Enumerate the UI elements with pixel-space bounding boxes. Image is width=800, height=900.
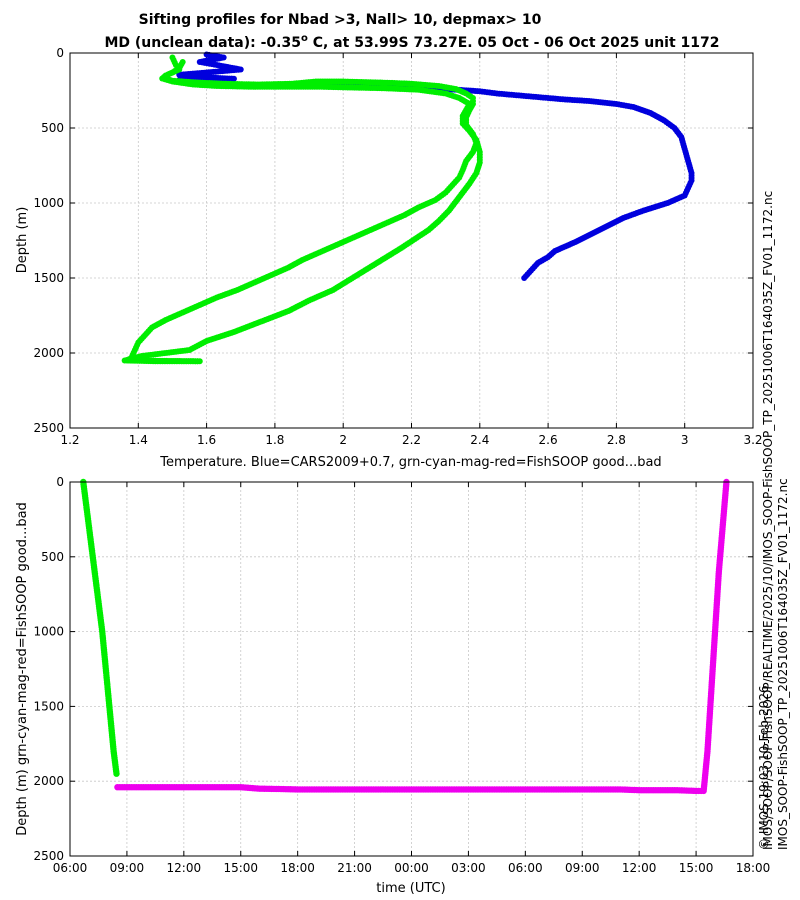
y-tick-label: 500: [41, 121, 64, 135]
x-tick-label: 1.8: [265, 433, 284, 447]
x-tick-label: 2.6: [539, 433, 558, 447]
x-tick-label: 03:00: [451, 861, 486, 875]
x-tick-label: 06:00: [508, 861, 543, 875]
x-tick-label: 18:00: [736, 861, 771, 875]
data-point: [179, 59, 186, 65]
y-tick-label: 1500: [33, 699, 64, 713]
top-data-marks: [121, 51, 695, 365]
x-tick-label: 1.4: [129, 433, 148, 447]
x-tick-label: 2.8: [607, 433, 626, 447]
top-axes-frame: [69, 52, 754, 429]
x-tick-label: 12:00: [167, 861, 202, 875]
top-tick-labels: 1.2 1.4 1.6 1.8 2 2.2 2.4 2.6 2.8 3 3.2 0 500 1000 150…: [33, 46, 762, 447]
side-filename-text: IMOS_SOOP-FishSOOP_TP_20251006T164035Z_F…: [776, 478, 790, 850]
bottom-tick-labels: 06:00 09:00 12:00 15:00 18:00 21:00 00:00 03:00…: [33, 475, 770, 875]
bottom-axes-frame: [69, 481, 754, 857]
x-tick-label: 09:00: [565, 861, 600, 875]
y-tick-label: 0: [56, 475, 64, 489]
x-tick-label: 2: [339, 433, 347, 447]
subtitle-part-2: C, at 53.99S 73.27E. 05 Oct - 06 Oct 202…: [308, 35, 720, 51]
y-tick-label: 0: [56, 46, 64, 60]
x-tick-label: 18:00: [280, 861, 315, 875]
x-tick-label: 15:00: [223, 861, 258, 875]
bottom-x-axis-label: time (UTC): [376, 881, 445, 896]
x-tick-label: 21:00: [337, 861, 372, 875]
data-point: [521, 275, 528, 281]
x-tick-label: 15:00: [679, 861, 714, 875]
x-tick-label: 2.2: [402, 433, 421, 447]
x-tick-label: 12:00: [622, 861, 657, 875]
y-tick-label: 1000: [33, 625, 64, 639]
x-tick-label: 09:00: [110, 861, 145, 875]
side-path-text: IMOS/SOOP/SOOP-FishSOOP/REALTIME/2025/10…: [761, 191, 775, 850]
temperature-depth-plot: 1.2 1.4 1.6 1.8 2 2.2 2.4 2.6 2.8 3 3.2 0 500 1000 150…: [15, 46, 763, 470]
data-point: [113, 770, 120, 777]
x-tick-label: 00:00: [394, 861, 429, 875]
time-depth-plot: 06:00 09:00 12:00 15:00 18:00 21:00 00:00 03:00…: [15, 475, 770, 896]
x-tick-label: 1.6: [197, 433, 216, 447]
x-tick-label: 06:00: [53, 861, 88, 875]
chart-title: Sifting profiles for Nbad >3, Nall> 10, …: [139, 12, 542, 28]
x-tick-label: 3: [681, 433, 689, 447]
y-tick-label: 1000: [33, 196, 64, 210]
subtitle-part-1: MD (unclean data): -0.35: [104, 35, 300, 51]
subtitle-degree-sup: o: [301, 33, 308, 44]
top-x-axis-label: Temperature. Blue=CARS2009+0.7, grn-cyan…: [159, 455, 661, 470]
bottom-grid: [69, 481, 754, 857]
y-tick-label: 2500: [33, 849, 64, 863]
chart-subtitle: MD (unclean data): -0.35o C, at 53.99S 7…: [104, 33, 719, 51]
x-tick-label: 1.2: [60, 433, 79, 447]
side-copyright-text: © IMOS 19:03 10-Feb-2026: [757, 685, 771, 850]
bottom-data-marks: [80, 478, 730, 795]
y-tick-label: 2000: [33, 774, 64, 788]
bottom-y-axis-label: Depth (m) grn-cyan-mag-red=FishSOOP good…: [15, 502, 30, 836]
top-y-axis-label: Depth (m): [15, 207, 30, 274]
y-tick-label: 1500: [33, 271, 64, 285]
y-tick-label: 500: [41, 550, 64, 564]
y-tick-label: 2500: [33, 421, 64, 435]
x-tick-label: 3.2: [743, 433, 762, 447]
x-tick-label: 2.4: [470, 433, 489, 447]
y-tick-label: 2000: [33, 346, 64, 360]
